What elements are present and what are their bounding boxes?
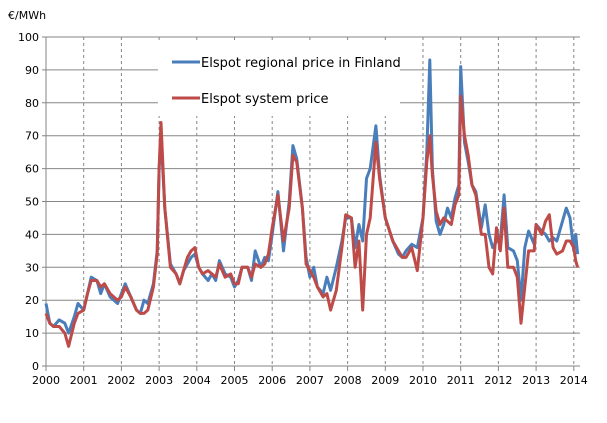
legend-label-finland: Elspot regional price in Finland bbox=[201, 56, 401, 71]
y-tick-label: 0 bbox=[32, 360, 39, 373]
x-tick-label: 2013 bbox=[522, 374, 550, 387]
x-tick-label: 2009 bbox=[371, 374, 399, 387]
y-axis-unit-label: €/MWh bbox=[8, 9, 46, 22]
y-tick-label: 20 bbox=[25, 294, 39, 307]
x-tick-label: 2000 bbox=[32, 374, 60, 387]
y-tick-label: 50 bbox=[25, 196, 39, 209]
x-tick-label: 2011 bbox=[447, 374, 475, 387]
x-tick-label: 2003 bbox=[145, 374, 173, 387]
y-tick-label: 60 bbox=[25, 163, 39, 176]
legend-label-system: Elspot system price bbox=[201, 92, 329, 107]
y-tick-label: 10 bbox=[25, 327, 39, 340]
y-tick-label: 30 bbox=[25, 261, 39, 274]
y-tick-label: 100 bbox=[18, 31, 39, 44]
legend: Elspot regional price in Finland Elspot … bbox=[158, 40, 401, 116]
y-tick-label: 90 bbox=[25, 64, 39, 77]
y-tick-label: 70 bbox=[25, 130, 39, 143]
y-tick-label: 80 bbox=[25, 97, 39, 110]
y-axis-ticks: 0 10 20 30 40 50 60 70 80 90 100 bbox=[18, 31, 39, 373]
x-tick-label: 2012 bbox=[484, 374, 512, 387]
x-tick-label: 2008 bbox=[334, 374, 362, 387]
x-tick-label: 2005 bbox=[221, 374, 249, 387]
x-tick-label: 2010 bbox=[409, 374, 437, 387]
x-tick-label: 2001 bbox=[70, 374, 98, 387]
x-tick-label: 2002 bbox=[107, 374, 135, 387]
y-tick-label: 40 bbox=[25, 228, 39, 241]
x-tick-label: 2007 bbox=[296, 374, 324, 387]
x-tick-label: 2004 bbox=[183, 374, 211, 387]
x-tick-label: 2014 bbox=[560, 374, 588, 387]
x-tick-label: 2006 bbox=[258, 374, 286, 387]
series-line-system bbox=[44, 94, 580, 348]
x-axis-ticks: 2000 2001 2002 2003 2004 2005 2006 2007 2008 2009… bbox=[32, 366, 588, 387]
series-lines bbox=[44, 58, 580, 348]
